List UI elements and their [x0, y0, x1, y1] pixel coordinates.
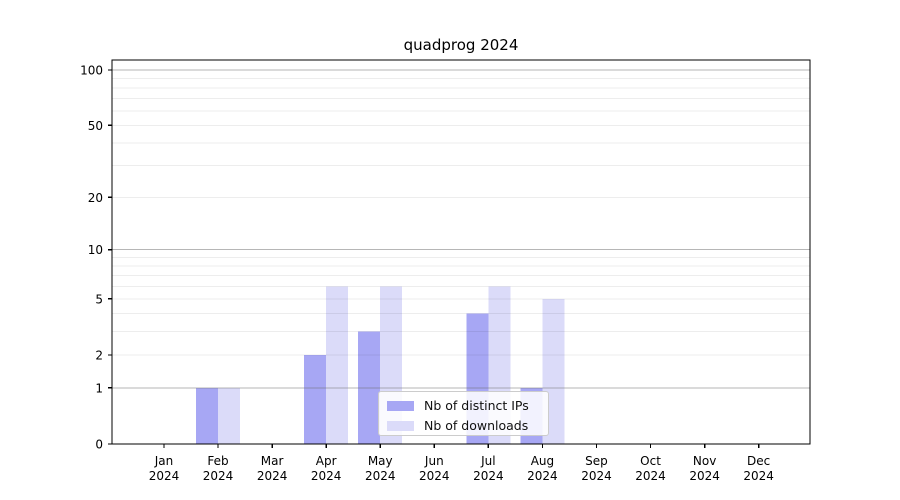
x-tick-label-month: Nov [693, 454, 716, 468]
x-tick-label-year: 2024 [473, 469, 504, 483]
x-tick-label-year: 2024 [635, 469, 666, 483]
x-tick-label-year: 2024 [419, 469, 450, 483]
x-tick-label-year: 2024 [365, 469, 396, 483]
y-tick-label: 1 [95, 381, 103, 395]
x-tick-label-year: 2024 [149, 469, 180, 483]
x-tick-label-year: 2024 [203, 469, 234, 483]
x-tick-label-year: 2024 [257, 469, 288, 483]
bar-downloads-apr [326, 286, 349, 444]
x-tick-label-month: Mar [261, 454, 284, 468]
legend-item-distinct-ips: Nb of distinct IPs [387, 397, 548, 414]
x-tick-label-year: 2024 [689, 469, 720, 483]
bar-distinct-ips-feb [196, 387, 219, 444]
x-tick-label-year: 2024 [311, 469, 342, 483]
x-tick-label-month: May [368, 454, 393, 468]
legend-label-downloads: Nb of downloads [424, 418, 529, 433]
y-tick-label: 0 [95, 438, 103, 452]
y-tick-label: 5 [95, 292, 103, 306]
legend-label-distinct-ips: Nb of distinct IPs [424, 398, 529, 413]
y-tick-label: 100 [80, 64, 103, 78]
axes-border [111, 59, 811, 445]
chart-title: quadprog 2024 [403, 36, 519, 54]
legend: Nb of distinct IPs Nb of downloads [378, 391, 549, 436]
y-tick-label: 20 [88, 191, 103, 205]
x-tick-label-month: Oct [640, 454, 661, 468]
x-tick-label-year: 2024 [743, 469, 774, 483]
x-tick-label-month: Jul [480, 454, 495, 468]
x-tick-label-month: Jun [424, 454, 444, 468]
y-tick-label: 50 [88, 119, 103, 133]
bar-distinct-ips-apr [304, 354, 327, 444]
x-tick-label-year: 2024 [527, 469, 558, 483]
x-tick-label-month: Aug [531, 454, 554, 468]
y-tick-label: 2 [95, 348, 103, 362]
x-tick-label-year: 2024 [581, 469, 612, 483]
y-tick-label: 10 [88, 243, 103, 257]
x-tick-label-month: Apr [316, 454, 337, 468]
legend-swatch-downloads-icon [387, 420, 414, 431]
x-tick-label-month: Feb [207, 454, 228, 468]
x-tick-label-month: Dec [747, 454, 770, 468]
legend-item-downloads: Nb of downloads [387, 417, 548, 434]
x-tick-label-month: Jan [154, 454, 174, 468]
x-tick-label-month: Sep [585, 454, 608, 468]
legend-swatch-distinct-ips-icon [387, 400, 414, 411]
bar-downloads-feb [218, 387, 241, 444]
